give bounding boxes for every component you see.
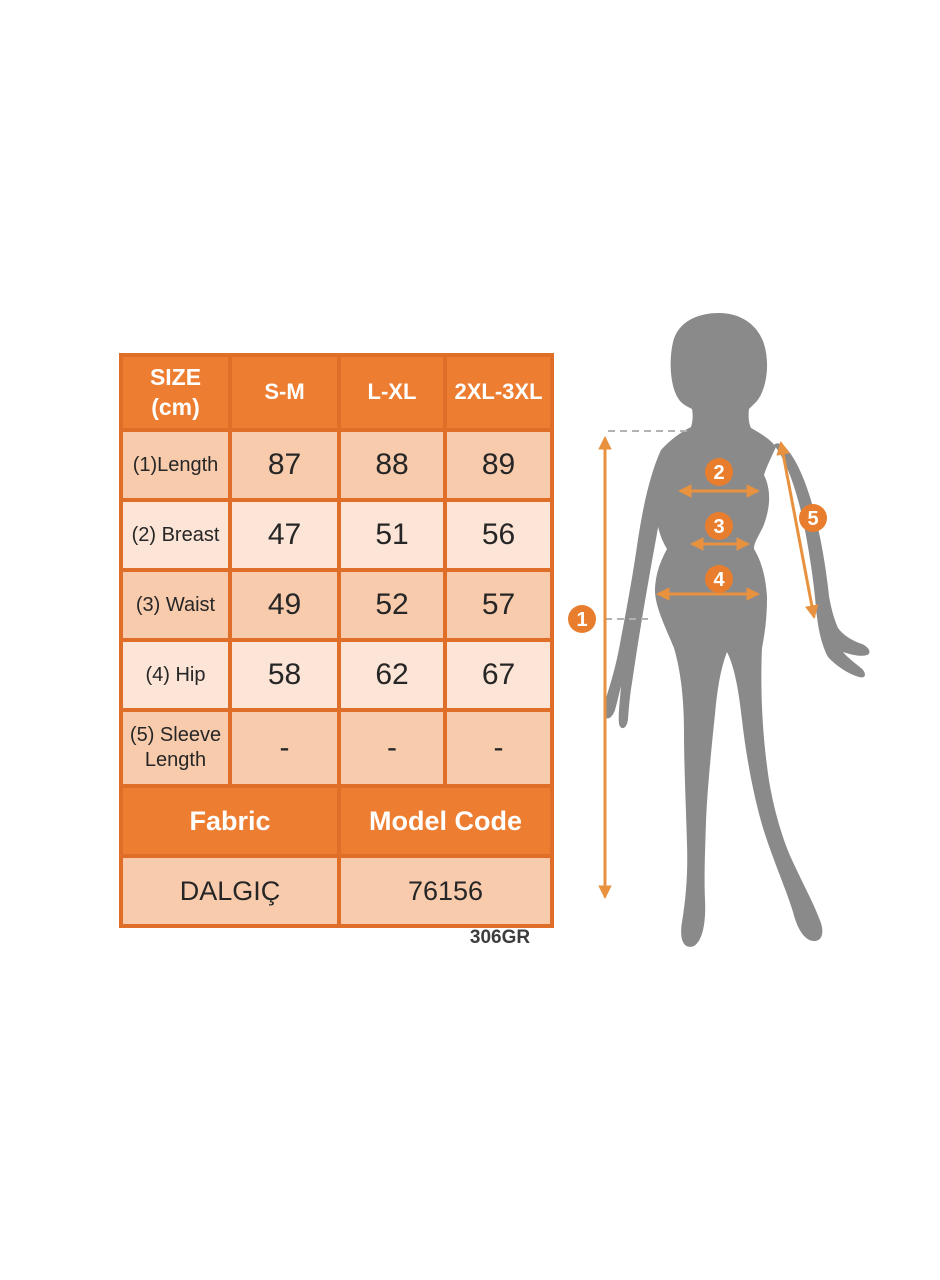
measurement-value: 56 (443, 498, 554, 572)
measurement-value: 52 (337, 568, 447, 642)
measure-marker-2: 2 (705, 458, 733, 486)
female-silhouette-body (655, 313, 823, 947)
marker-circle (705, 458, 733, 486)
measurement-label: (5) Sleeve Length (119, 708, 232, 788)
table-row-hip: (4) Hip 58 62 67 (119, 638, 554, 712)
col-header-l-xl: L-XL (337, 353, 447, 432)
marker-circle (799, 504, 827, 532)
marker-circle (705, 565, 733, 593)
measure-marker-5: 5 (799, 504, 827, 532)
marker-number: 1 (576, 609, 587, 631)
measurement-value: - (228, 708, 341, 788)
table-row-waist: (3) Waist 49 52 57 (119, 568, 554, 642)
measurement-value: 49 (228, 568, 341, 642)
measurement-value: 87 (228, 428, 341, 502)
col-header-2xl-3xl: 2XL-3XL (443, 353, 554, 432)
image-code-caption: 306GR (469, 927, 531, 948)
measure-marker-3: 3 (705, 512, 733, 540)
sleeve-arrow (776, 440, 819, 620)
size-header-row: SIZE (cm) S-M L-XL 2XL-3XL (119, 353, 554, 432)
model-code-header: Model Code (337, 784, 554, 858)
model-code-value: 76156 (337, 854, 554, 928)
measurement-label: (4) Hip (119, 638, 232, 712)
measurement-value: 62 (337, 638, 447, 712)
measurement-value: - (337, 708, 447, 788)
fabric-header: Fabric (119, 784, 341, 858)
female-silhouette-left-arm (603, 450, 666, 729)
marker-circle (705, 512, 733, 540)
measurement-value: 67 (443, 638, 554, 712)
table-row-length: (1)Length 87 88 89 (119, 428, 554, 502)
measurement-label: (3) Waist (119, 568, 232, 642)
female-silhouette-right-arm (774, 443, 870, 678)
measurement-value: 88 (337, 428, 447, 502)
measurement-value: 58 (228, 638, 341, 712)
measure-marker-1: 1 (568, 605, 596, 633)
measure-marker-4: 4 (705, 565, 733, 593)
table-row-breast: (2) Breast 47 51 56 (119, 498, 554, 572)
col-header-s-m: S-M (228, 353, 341, 432)
marker-number: 4 (713, 569, 725, 591)
measurement-figure: 1 2 3 4 5 (568, 313, 870, 947)
table-row-sleeve-length: (5) Sleeve Length - - - (119, 708, 554, 788)
marker-number: 3 (713, 516, 724, 538)
size-unit-header: SIZE (cm) (119, 353, 232, 432)
marker-circle (568, 605, 596, 633)
info-header-row: Fabric Model Code (119, 784, 554, 858)
measurement-value: 47 (228, 498, 341, 572)
measurement-value: 89 (443, 428, 554, 502)
fabric-value: DALGIÇ (119, 854, 341, 928)
size-table: SIZE (cm) S-M L-XL 2XL-3XL (1)Length 87 … (119, 353, 554, 928)
info-values-row: DALGIÇ 76156 (119, 854, 554, 928)
measurement-value: - (443, 708, 554, 788)
marker-number: 5 (807, 508, 818, 530)
measurement-value: 51 (337, 498, 447, 572)
measurement-value: 57 (443, 568, 554, 642)
measurement-label: (2) Breast (119, 498, 232, 572)
marker-number: 2 (713, 462, 724, 484)
measurement-label: (1)Length (119, 428, 232, 502)
